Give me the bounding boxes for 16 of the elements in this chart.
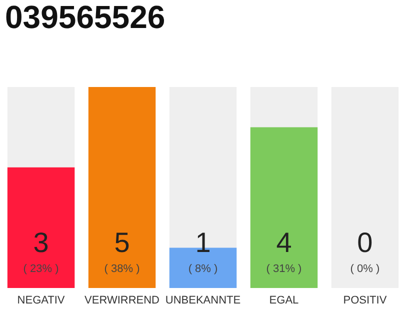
annotation: ( 38% ): [104, 263, 140, 275]
annotation: ( 23% ): [23, 263, 59, 275]
data-label: 4: [276, 227, 292, 258]
x-tick-label: NEGATIV: [17, 294, 66, 306]
annotation: ( 0% ): [350, 263, 380, 275]
data-label: 5: [114, 227, 130, 258]
data-label: 0: [357, 227, 373, 258]
x-tick-label: VERWIRREND: [84, 294, 160, 306]
annotation: ( 8% ): [188, 263, 218, 275]
x-tick-label: UNBEKANNTE: [165, 294, 241, 306]
x-tick-label: EGAL: [269, 294, 299, 306]
chart-title: 039565526: [5, 0, 166, 35]
bar: [88, 87, 156, 288]
x-tick-label: POSITIV: [343, 294, 388, 306]
data-label: 3: [33, 227, 49, 258]
annotation: ( 31% ): [266, 263, 302, 275]
